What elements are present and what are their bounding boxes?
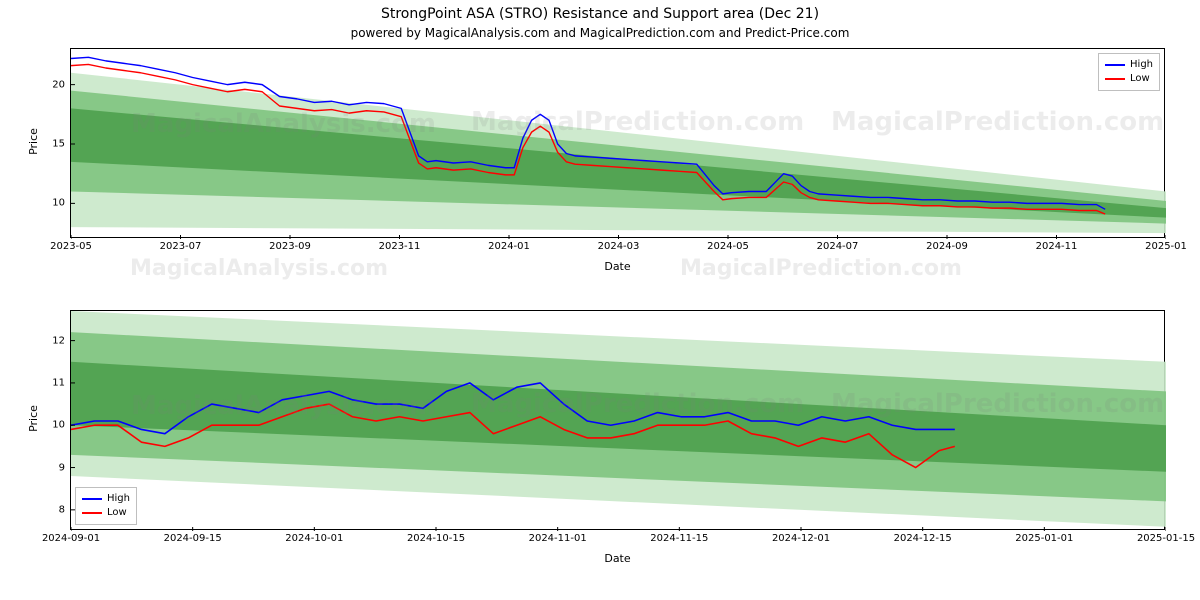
x-tick-label: 2024-11-01 [529,533,587,544]
y-tick-label: 11 [52,377,65,388]
legend-swatch-high [1105,64,1125,66]
x-tick-label: 2024-12-01 [772,533,830,544]
y-tick-label: 20 [52,79,65,90]
y-tick-label: 15 [52,139,65,150]
y-tick-label: 12 [52,335,65,346]
legend-swatch-low [82,512,102,514]
x-tick-label: 2024-11 [1036,241,1078,252]
y-tick-label: 10 [52,420,65,431]
legend-item-high: High [1105,58,1153,72]
top-legend: High Low [1098,53,1160,91]
x-tick-label: 2024-05 [707,241,749,252]
x-tick-label: 2023-11 [379,241,421,252]
legend-swatch-high [82,498,102,500]
legend-label-high: High [107,492,130,506]
watermark: MagicalPrediction.com [680,256,962,281]
chart-subtitle: powered by MagicalAnalysis.com and Magic… [0,26,1200,40]
x-tick-label: 2024-10-15 [407,533,465,544]
legend-label-low: Low [1130,72,1150,86]
legend-swatch-low [1105,78,1125,80]
x-tick-label: 2025-01-15 [1137,533,1195,544]
x-tick-label: 2025-01 [1145,241,1187,252]
legend-label-high: High [1130,58,1153,72]
top-chart-panel: High Low MagicalAnalysis.com MagicalPred… [70,48,1165,238]
y-tick-label: 9 [59,462,65,473]
bottom-y-axis-label: Price [27,405,40,432]
x-tick-label: 2024-12-15 [894,533,952,544]
top-y-axis-label: Price [27,128,40,155]
x-tick-label: 2024-09 [926,241,968,252]
x-tick-label: 2024-01 [488,241,530,252]
legend-label-low: Low [107,506,127,520]
legend-item-high: High [82,492,130,506]
top-chart-svg [71,49,1166,239]
y-tick-label: 8 [59,504,65,515]
x-tick-label: 2024-09-15 [164,533,222,544]
x-tick-label: 2024-03 [598,241,640,252]
x-tick-label: 2024-11-15 [650,533,708,544]
legend-item-low: Low [82,506,130,520]
top-x-axis-label: Date [598,260,638,273]
x-tick-label: 2024-10-01 [285,533,343,544]
x-tick-label: 2023-07 [160,241,202,252]
x-tick-label: 2023-09 [269,241,311,252]
bottom-legend: High Low [75,487,137,525]
figure: StrongPoint ASA (STRO) Resistance and Su… [0,0,1200,600]
bottom-x-axis-label: Date [598,552,638,565]
watermark: MagicalAnalysis.com [130,256,388,281]
y-tick-label: 10 [52,198,65,209]
chart-title: StrongPoint ASA (STRO) Resistance and Su… [0,6,1200,22]
bottom-chart-panel: High Low MagicalAnalysis.com MagicalPred… [70,310,1165,530]
legend-item-low: Low [1105,72,1153,86]
x-tick-label: 2025-01-01 [1015,533,1073,544]
bottom-chart-svg [71,311,1166,531]
x-tick-label: 2024-09-01 [42,533,100,544]
x-tick-label: 2024-07 [817,241,859,252]
x-tick-label: 2023-05 [50,241,92,252]
